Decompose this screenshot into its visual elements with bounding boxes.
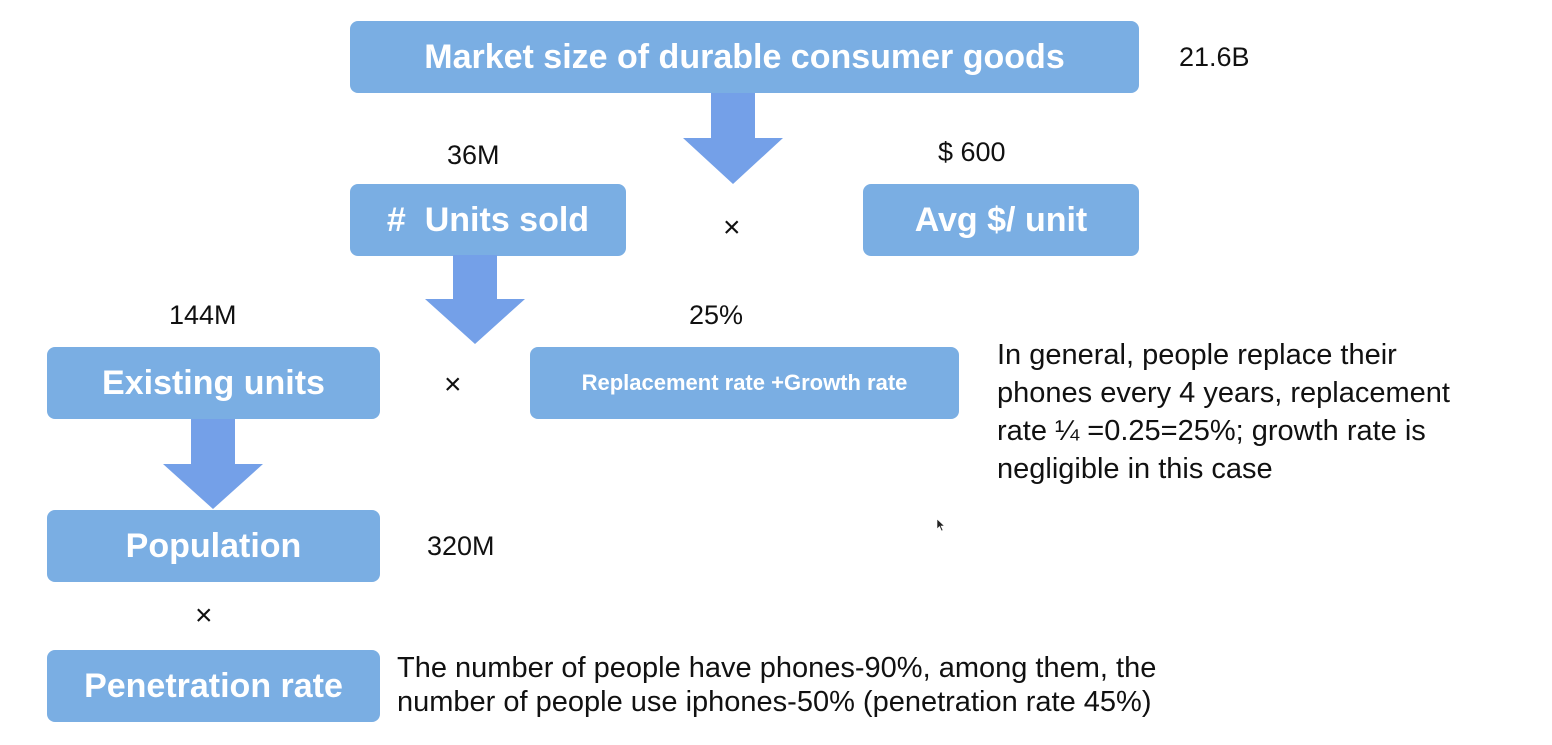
replacement-rate-box: Replacement rate +Growth rate	[530, 347, 959, 419]
market-size-value: 21.6B	[1179, 42, 1250, 72]
note-line: number of people use iphones-50% (penetr…	[397, 686, 1152, 718]
replacement-rate-label: Replacement rate +Growth rate	[581, 370, 908, 395]
multiply-operator: ×	[444, 368, 462, 401]
note-line: In general, people replace their	[997, 339, 1397, 371]
replacement-rate-value: 25%	[689, 300, 744, 330]
multiply-operator: ×	[723, 211, 741, 244]
market-size-label: Market size of durable consumer goods	[424, 37, 1065, 76]
units-sold-label: # Units sold	[386, 200, 590, 239]
population-box: Population	[47, 510, 380, 582]
population-value: 320M	[427, 531, 495, 561]
market-size-box: Market size of durable consumer goods	[350, 21, 1139, 93]
existing-units-label: Existing units	[102, 363, 325, 402]
avg-price-label: Avg $/ unit	[914, 200, 1088, 239]
units-sold-box: # Units sold	[350, 184, 626, 256]
down-arrow-icon	[683, 93, 783, 184]
note-line: negligible in this case	[997, 453, 1273, 485]
penetration-note: The number of people have phones-90%, am…	[397, 651, 1156, 719]
population-label: Population	[125, 526, 302, 565]
replacement-note: In general, people replace their phones …	[997, 336, 1450, 488]
down-arrow-icon	[163, 419, 263, 509]
avg-price-box: Avg $/ unit	[863, 184, 1139, 256]
penetration-rate-label: Penetration rate	[84, 666, 343, 705]
avg-price-value: $ 600	[938, 137, 1006, 167]
existing-units-box: Existing units	[47, 347, 380, 419]
units-sold-value: 36M	[447, 140, 500, 170]
note-line: The number of people have phones-90%, am…	[397, 652, 1157, 684]
down-arrow-icon	[425, 255, 525, 344]
note-line: phones every 4 years, replacement	[997, 377, 1450, 409]
note-line: rate ¼ =0.25=25%; growth rate is	[997, 415, 1426, 447]
existing-units-value: 144M	[169, 300, 237, 330]
mouse-cursor-icon	[937, 519, 946, 532]
multiply-operator: ×	[195, 599, 213, 632]
penetration-rate-box: Penetration rate	[47, 650, 380, 722]
